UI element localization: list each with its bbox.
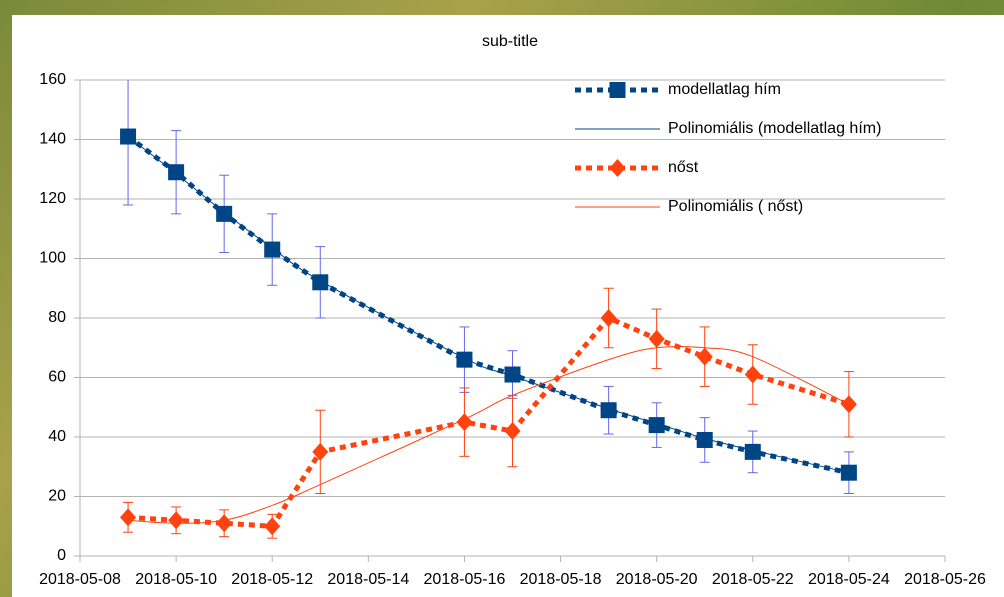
y-tick-label: 140 xyxy=(39,131,66,148)
page: {"chart_data": {"type": "line", "title":… xyxy=(0,0,1004,597)
x-tick-label: 2018-05-12 xyxy=(231,571,313,588)
y-tick-label: 20 xyxy=(48,488,66,505)
y-tick-label: 40 xyxy=(48,428,66,445)
x-tick-label: 2018-05-14 xyxy=(327,571,409,588)
x-tick-label: 2018-05-10 xyxy=(135,571,217,588)
legend-label: nőst xyxy=(668,159,699,176)
y-tick-label: 160 xyxy=(39,71,66,88)
marker xyxy=(610,82,626,98)
marker xyxy=(456,352,472,368)
y-tick-label: 0 xyxy=(57,547,66,564)
chart: sub-title 0 20 40 60 80 100 120 140 160 2018-05-0… xyxy=(0,0,1004,597)
x-tick-label: 2018-05-08 xyxy=(39,571,121,588)
y-tick-label: 120 xyxy=(39,190,66,207)
y-tick-label: 60 xyxy=(48,369,66,386)
legend-label: modellatlag hím xyxy=(668,81,781,98)
marker xyxy=(312,274,328,290)
x-tick-label: 2018-05-20 xyxy=(616,571,698,588)
x-tick-label: 2018-05-22 xyxy=(712,571,794,588)
y-tick-label: 80 xyxy=(48,309,66,326)
chart-title: sub-title xyxy=(482,33,538,50)
y-tick-label: 100 xyxy=(39,250,66,267)
legend-label: Polinomiális ( nőst) xyxy=(668,198,803,215)
x-tick-label: 2018-05-26 xyxy=(904,571,986,588)
legend-label: Polinomiális (modellatlag hím) xyxy=(668,120,881,137)
x-tick-label: 2018-05-18 xyxy=(520,571,602,588)
x-tick-label: 2018-05-16 xyxy=(424,571,506,588)
chart-background xyxy=(12,15,1004,597)
x-tick-label: 2018-05-24 xyxy=(808,571,890,588)
